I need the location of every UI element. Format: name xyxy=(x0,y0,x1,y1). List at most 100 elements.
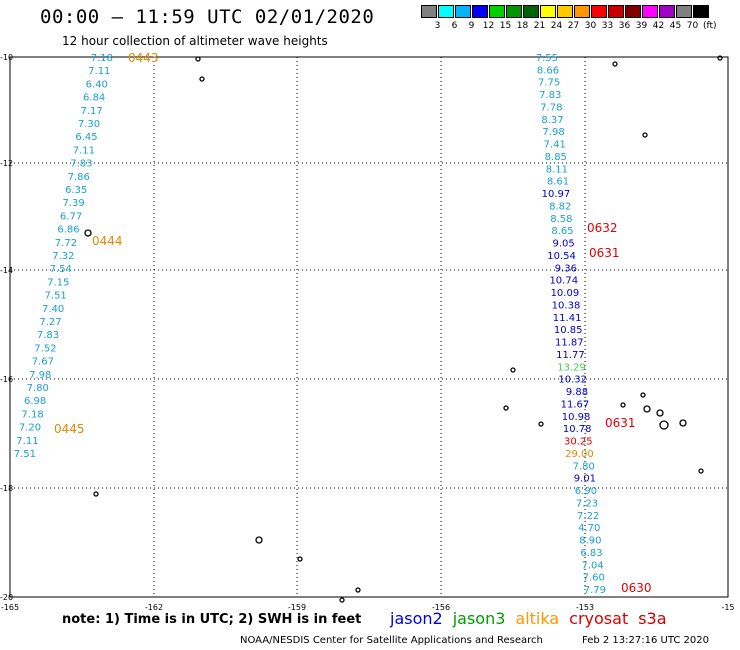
legend-swatch xyxy=(523,5,539,18)
wave-height-value: 7.78 xyxy=(540,102,562,113)
color-legend: 3 6 9 12 15 18 21 24 27 30 33 36 39 42 45 70 (ft) xyxy=(421,5,717,31)
wave-height-value: 7.80 xyxy=(573,461,595,472)
wave-height-value: 7.32 xyxy=(52,251,74,262)
wave-height-value: 9.05 xyxy=(552,239,574,250)
satellite-jason3: jason3 xyxy=(452,609,506,628)
page-subtitle: 12 hour collection of altimeter wave hei… xyxy=(62,34,328,48)
island-outline xyxy=(339,597,345,603)
wave-height-value: 7.18 xyxy=(91,53,113,64)
footer-note: note: 1) Time is in UTC; 2) SWH is in fe… xyxy=(62,612,362,627)
legend-swatch xyxy=(574,5,590,18)
legend-swatch xyxy=(676,5,692,18)
wave-height-value: 11.87 xyxy=(555,338,584,349)
latitude-label: -20 xyxy=(0,593,13,602)
satellite-jason2: jason2 xyxy=(390,609,443,628)
wave-height-value: 8.61 xyxy=(547,177,569,188)
legend-swatches xyxy=(421,5,717,18)
wave-height-value: 10.09 xyxy=(551,288,580,299)
wave-height-value: 7.18 xyxy=(21,409,43,420)
wave-height-value: 7.72 xyxy=(55,238,77,249)
island-outline xyxy=(717,55,723,61)
longitude-label: -159 xyxy=(288,603,306,612)
wave-height-value: 10.74 xyxy=(549,276,578,287)
wave-height-value: 29.00 xyxy=(565,449,594,460)
legend-swatch xyxy=(438,5,454,18)
time-stamp: 0443 xyxy=(128,51,159,65)
wave-height-value: 10.38 xyxy=(552,300,581,311)
wave-height-value: 9.36 xyxy=(555,263,577,274)
wave-height-value: 7.60 xyxy=(583,573,605,584)
satellite-altika: altika xyxy=(515,609,560,628)
legend-tick-label: 70 xyxy=(686,21,699,31)
legend-swatch xyxy=(421,5,437,18)
time-stamp: 0630 xyxy=(621,581,652,595)
wave-height-value: 7.98 xyxy=(542,127,564,138)
island-outline xyxy=(656,409,664,417)
legend-swatch xyxy=(557,5,573,18)
wave-height-value: 7.55 xyxy=(536,53,558,64)
wave-height-value: 30.25 xyxy=(564,437,593,448)
legend-swatch xyxy=(489,5,505,18)
island-outline xyxy=(297,556,303,562)
wave-height-value: 10.85 xyxy=(554,325,583,336)
wave-height-value: 10.54 xyxy=(547,251,576,262)
wave-height-value: 9.88 xyxy=(566,387,588,398)
latitude-label: -18 xyxy=(0,484,13,493)
wave-height-value: 7.75 xyxy=(538,78,560,89)
longitude-label: -15 xyxy=(721,603,734,612)
wave-height-value: 7.83 xyxy=(539,90,561,101)
island-outline xyxy=(698,468,704,474)
island-outline xyxy=(355,587,361,593)
wave-height-value: 7.83 xyxy=(70,159,92,170)
wave-height-value: 6.86 xyxy=(57,225,79,236)
wave-height-value: 7.41 xyxy=(544,140,566,151)
legend-swatch xyxy=(693,5,709,18)
legend-swatch xyxy=(625,5,641,18)
wave-height-value: 7.23 xyxy=(576,498,598,509)
wave-height-value: 7.80 xyxy=(27,383,49,394)
island-outline xyxy=(510,367,516,373)
page-title: 00:00 – 11:59 UTC 02/01/2020 xyxy=(40,6,375,28)
legend-swatch xyxy=(455,5,471,18)
legend-unit: (ft) xyxy=(703,21,717,31)
island-outline xyxy=(642,132,648,138)
wave-height-value: 8.58 xyxy=(550,214,572,225)
legend-tick-label: 9 xyxy=(468,21,475,31)
island-outline xyxy=(93,491,99,497)
generation-timestamp: Feb 2 13:27:16 UTC 2020 xyxy=(582,635,709,646)
wave-height-value: 9.01 xyxy=(574,474,596,485)
wave-height-value: 6.45 xyxy=(75,132,97,143)
latitude-label: -10 xyxy=(0,53,13,62)
island-outline xyxy=(538,421,544,427)
wave-height-value: 7.54 xyxy=(50,264,72,275)
wave-height-value: 7.11 xyxy=(88,66,110,77)
wave-height-value: 7.79 xyxy=(584,585,606,596)
wave-height-value: 7.40 xyxy=(42,304,64,315)
legend-swatch xyxy=(472,5,488,18)
wave-height-value: 8.85 xyxy=(545,152,567,163)
wave-height-value: 7.51 xyxy=(45,291,67,302)
legend-tick-label: 42 xyxy=(652,21,665,31)
longitude-label: -165 xyxy=(1,603,19,612)
legend-tick-label: 45 xyxy=(669,21,682,31)
wave-height-value: 7.52 xyxy=(34,343,56,354)
wave-height-value: 11.41 xyxy=(553,313,582,324)
satellite-cryosat: cryosat xyxy=(569,609,629,628)
legend-tick-label: 24 xyxy=(550,21,563,31)
island-outline xyxy=(84,229,92,237)
legend-tick-label: 27 xyxy=(567,21,580,31)
wave-height-value: 7.86 xyxy=(68,172,90,183)
latitude-label: -12 xyxy=(0,159,13,168)
wave-height-value: 8.11 xyxy=(546,164,568,175)
longitude-label: -156 xyxy=(432,603,450,612)
wave-height-value: 10.97 xyxy=(542,189,571,200)
map-frame xyxy=(9,56,729,598)
wave-height-value: 6.77 xyxy=(60,211,82,222)
wave-height-value: 10.32 xyxy=(558,375,587,386)
island-outline xyxy=(640,392,646,398)
legend-tick-label: 12 xyxy=(482,21,495,31)
wave-height-value: 11.77 xyxy=(556,350,585,361)
legend-tick-label: 39 xyxy=(635,21,648,31)
time-stamp: 0631 xyxy=(605,416,636,430)
time-stamp: 0631 xyxy=(589,246,620,260)
